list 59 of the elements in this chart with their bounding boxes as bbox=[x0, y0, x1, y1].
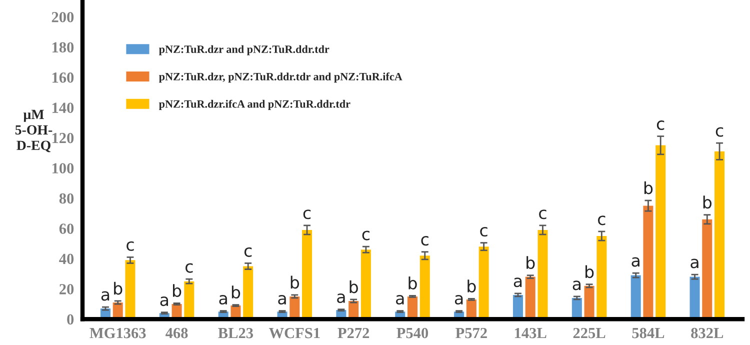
x-tick-label: 584L bbox=[632, 328, 664, 338]
data-label: a bbox=[219, 294, 227, 305]
data-label: a bbox=[101, 291, 110, 301]
x-tick-label: 225L bbox=[573, 328, 606, 338]
y-tick-label: 160 bbox=[52, 72, 74, 83]
data-label: b bbox=[114, 282, 122, 295]
data-label: c bbox=[716, 127, 724, 137]
data-label: a bbox=[690, 258, 698, 268]
x-tick-label: 143L bbox=[515, 328, 546, 338]
x-tick-label: 832L bbox=[691, 328, 724, 338]
data-label: a bbox=[278, 294, 286, 305]
x-tick-label: WCFS1 bbox=[268, 328, 320, 338]
data-label: c bbox=[539, 210, 546, 220]
data-label: b bbox=[173, 284, 182, 298]
data-label: a bbox=[454, 294, 463, 305]
data-label: c bbox=[480, 226, 488, 237]
y-tick-label: 20 bbox=[60, 284, 74, 294]
legend-label: pNZ:TuR.dzr, pNZ:TuR.ddr.tdr and pNZ:TuR.ifcA bbox=[158, 72, 402, 83]
data-label: c bbox=[186, 263, 193, 273]
y-axis-title: µM 5-OH- D-EQ bbox=[15, 110, 52, 152]
x-tick-label: P572 bbox=[456, 328, 487, 338]
y-tick-label: 140 bbox=[52, 102, 74, 113]
data-label: b bbox=[408, 276, 417, 290]
data-label: b bbox=[232, 286, 240, 299]
data-label: b bbox=[586, 265, 594, 278]
data-label: c bbox=[303, 210, 311, 220]
data-label: a bbox=[632, 257, 640, 267]
data-label: c bbox=[362, 230, 370, 240]
y-tick-label: 200 bbox=[52, 12, 74, 22]
x-tick-label: BL23 bbox=[218, 328, 254, 338]
data-label: a bbox=[337, 293, 345, 304]
x-tick-label: P272 bbox=[338, 328, 370, 338]
y-tick-label: 120 bbox=[52, 132, 74, 144]
data-label: c bbox=[656, 120, 664, 130]
y-tick-label: 60 bbox=[59, 224, 74, 234]
legend-label: pNZ:TuR.dzr and pNZ:TuR.ddr.tdr bbox=[158, 45, 330, 56]
x-tick-label: 468 bbox=[166, 328, 188, 338]
y-tick-label: 100 bbox=[52, 163, 74, 174]
data-label: a bbox=[160, 296, 168, 306]
y-tick-label: 80 bbox=[59, 193, 74, 204]
legend-label: pNZ:TuR.dzr.ifcA and pNZ:TuR.ddr.tdr bbox=[158, 100, 350, 110]
data-label: b bbox=[703, 196, 712, 209]
x-tick-label: MG1363 bbox=[90, 328, 146, 338]
data-label: c bbox=[244, 247, 252, 257]
y-tick-label: 180 bbox=[52, 42, 74, 53]
data-label: b bbox=[350, 280, 358, 294]
data-label: b bbox=[644, 181, 653, 194]
data-label: b bbox=[468, 280, 476, 292]
data-label: a bbox=[514, 278, 522, 288]
y-tick-label: 0 bbox=[67, 314, 74, 325]
data-label: a bbox=[396, 294, 404, 305]
data-label: a bbox=[572, 280, 581, 290]
x-tick-label: P540 bbox=[396, 328, 428, 338]
data-label: c bbox=[421, 236, 428, 246]
data-label: b bbox=[526, 256, 535, 270]
y-tick-label: 40 bbox=[59, 254, 74, 264]
data-label: c bbox=[598, 216, 606, 226]
data-label: b bbox=[290, 276, 300, 289]
data-label: c bbox=[126, 241, 134, 251]
